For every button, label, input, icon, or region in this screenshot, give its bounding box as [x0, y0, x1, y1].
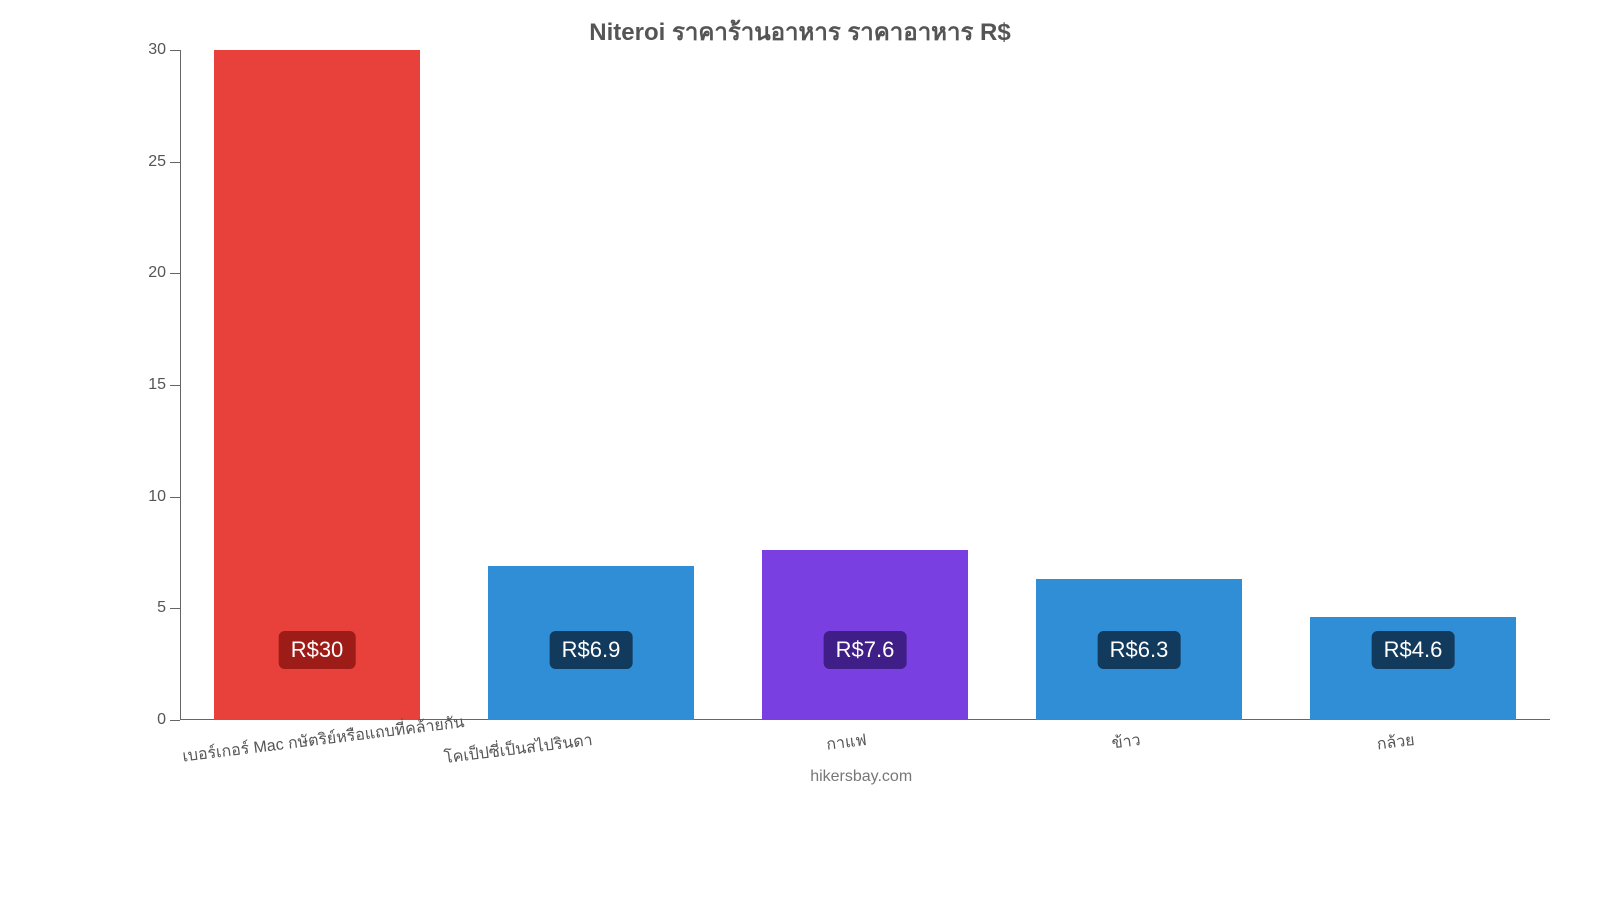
plot-area: 051015202530R$30เบอร์เกอร์ Mac กษัตริย์ห… [180, 50, 1550, 720]
y-tick [170, 273, 180, 274]
y-tick-label: 20 [148, 264, 166, 282]
y-tick [170, 385, 180, 386]
bar [214, 50, 420, 720]
y-tick-label: 10 [148, 488, 166, 506]
y-tick-label: 25 [148, 153, 166, 171]
value-badge: R$6.9 [550, 631, 633, 669]
y-tick [170, 50, 180, 51]
value-badge: R$4.6 [1372, 631, 1455, 669]
y-axis [180, 50, 181, 720]
value-badge: R$6.3 [1098, 631, 1181, 669]
y-tick-label: 15 [148, 376, 166, 394]
y-tick-label: 5 [157, 599, 166, 617]
y-tick-label: 0 [157, 711, 166, 729]
y-tick [170, 608, 180, 609]
y-tick [170, 162, 180, 163]
attribution-text: hikersbay.com [810, 768, 912, 786]
chart-title: Niteroi ราคาร้านอาหาร ราคาอาหาร R$ [0, 12, 1600, 51]
y-tick-label: 30 [148, 41, 166, 59]
value-badge: R$7.6 [824, 631, 907, 669]
y-tick [170, 720, 180, 721]
y-tick [170, 497, 180, 498]
value-badge: R$30 [279, 631, 356, 669]
